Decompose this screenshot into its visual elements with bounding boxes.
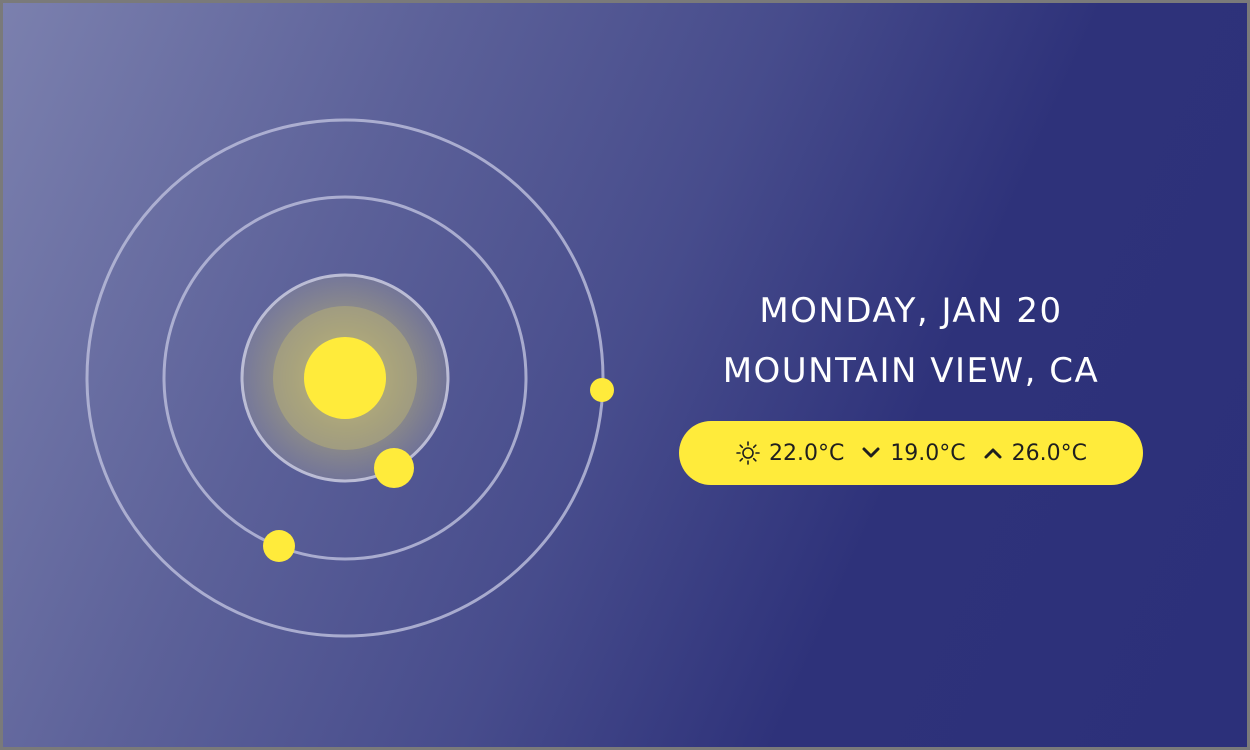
solar-system-illustration bbox=[85, 118, 614, 638]
chevron-down-icon bbox=[862, 447, 880, 458]
high-temp: 26.0°C bbox=[1011, 440, 1088, 466]
low-temp-group: 19.0°C bbox=[860, 440, 966, 466]
outer-orbit-ring bbox=[85, 118, 605, 638]
outer-planet bbox=[590, 378, 614, 402]
sun bbox=[304, 337, 386, 419]
middle-orbit-ring bbox=[162, 195, 528, 561]
middle-planet bbox=[263, 530, 295, 562]
location-label: MOUNTAIN VIEW, CA bbox=[722, 351, 1100, 391]
weather-info: MONDAY, JAN 20 MOUNTAIN VIEW, CA bbox=[679, 281, 1143, 485]
sun-icon bbox=[736, 441, 760, 465]
low-temp: 19.0°C bbox=[890, 440, 966, 466]
inner-orbit-ring bbox=[240, 273, 450, 483]
inner-planet bbox=[374, 448, 414, 488]
current-temp: 22.0°C bbox=[768, 440, 845, 466]
current-temp-group: 22.0°C bbox=[735, 440, 844, 466]
date-label: MONDAY, JAN 20 bbox=[759, 291, 1063, 331]
temperature-pill: 22.0°C 19.0°C 26.0°C bbox=[679, 421, 1143, 485]
high-temp-group: 26.0°C bbox=[982, 441, 1087, 466]
chevron-up-icon bbox=[984, 448, 1002, 459]
